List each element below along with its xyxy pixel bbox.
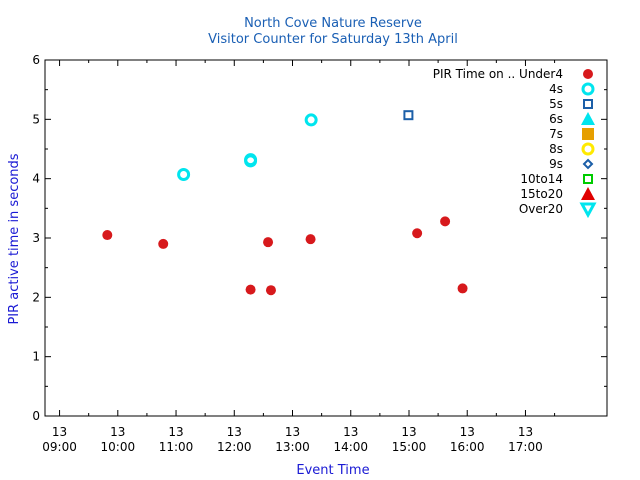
y-tick-label: 5 [32, 112, 40, 126]
legend-label-over20: Over20 [519, 202, 563, 216]
x-tick-time-label: 13:00 [275, 440, 310, 454]
axes-layer: 01234561309:001310:001311:001312:001313:… [32, 53, 608, 454]
data-points-layer [102, 110, 468, 296]
legend-label-7s: 7s [549, 127, 563, 141]
x-tick-day-label: 13 [110, 425, 125, 439]
legend-label-9s: 9s [549, 157, 563, 171]
data-point-4s [244, 153, 258, 167]
data-point-under4 [457, 283, 468, 294]
legend-marker-over20 [579, 202, 597, 219]
data-point-under4 [265, 285, 276, 296]
data-point-5s [403, 110, 414, 121]
x-tick-time-label: 10:00 [101, 440, 136, 454]
y-tick-label: 4 [32, 172, 40, 186]
x-axis-label: Event Time [296, 463, 369, 478]
y-tick-label: 1 [32, 350, 40, 364]
x-tick-day-label: 13 [401, 425, 416, 439]
x-tick-day-label: 13 [168, 425, 183, 439]
legend-marker-5s [583, 99, 593, 109]
data-point-under4 [412, 228, 423, 239]
legend-marker-7s [582, 128, 594, 140]
data-point-under4 [245, 284, 256, 295]
legend-marker-6s [581, 112, 595, 125]
data-point-under4 [305, 234, 316, 245]
x-tick-day-label: 13 [460, 425, 475, 439]
x-tick-day-label: 13 [518, 425, 533, 439]
legend-label-6s: 6s [549, 112, 563, 126]
x-tick-day-label: 13 [227, 425, 242, 439]
legend-marker-4s [581, 82, 595, 96]
y-tick-label: 3 [32, 231, 40, 245]
x-tick-day-label: 13 [285, 425, 300, 439]
x-tick-time-label: 12:00 [217, 440, 252, 454]
legend-label-4s: 4s [549, 82, 563, 96]
x-tick-day-label: 13 [52, 425, 67, 439]
legend: PIR Time on .. Under44s5s6s7s8s9s10to141… [433, 67, 597, 219]
legend-marker-10to14 [583, 174, 593, 184]
x-tick-time-label: 11:00 [159, 440, 194, 454]
x-tick-time-label: 14:00 [333, 440, 368, 454]
x-tick-time-label: 15:00 [392, 440, 427, 454]
x-tick-day-label: 13 [343, 425, 358, 439]
data-point-4s [177, 168, 191, 182]
y-tick-label: 2 [32, 290, 40, 304]
legend-marker-under4 [583, 69, 593, 79]
legend-label-10to14: 10to14 [520, 172, 563, 186]
x-tick-time-label: 17:00 [508, 440, 543, 454]
x-tick-time-label: 09:00 [42, 440, 77, 454]
y-tick-label: 6 [32, 53, 40, 67]
legend-label-8s: 8s [549, 142, 563, 156]
legend-marker-15to20 [581, 187, 595, 200]
plot-frame [44, 59, 608, 417]
data-point-under4 [158, 238, 169, 249]
data-point-under4 [102, 230, 113, 241]
data-point-under4 [440, 216, 451, 227]
x-tick-time-label: 16:00 [450, 440, 485, 454]
legend-label-under4: PIR Time on .. Under4 [433, 67, 563, 81]
chart-subtitle: Visitor Counter for Saturday 13th April [208, 32, 458, 47]
legend-label-5s: 5s [549, 97, 563, 111]
legend-marker-8s [581, 142, 595, 156]
legend-marker-9s [582, 158, 594, 170]
y-tick-label: 0 [32, 409, 40, 423]
data-point-4s [304, 113, 318, 127]
data-point-under4 [263, 237, 274, 248]
chart-title: North Cove Nature Reserve [244, 16, 422, 31]
y-axis-label: PIR active time in seconds [7, 153, 22, 324]
legend-label-15to20: 15to20 [520, 187, 563, 201]
